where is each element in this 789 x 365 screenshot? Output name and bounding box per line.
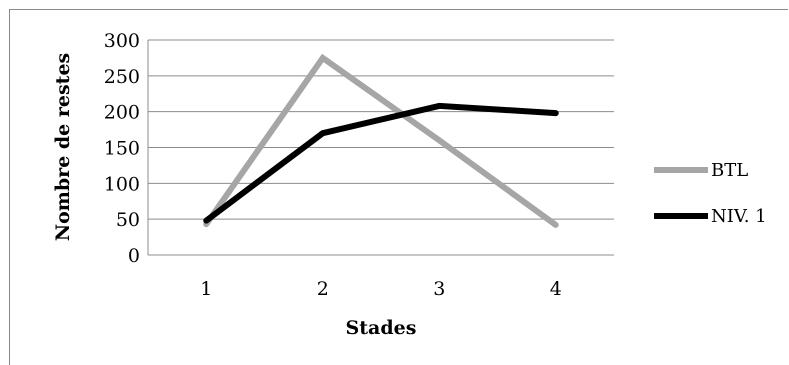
series-lines [203, 53, 559, 228]
x-tick-label: 2 [317, 278, 329, 300]
x-axis-title: Stades [346, 317, 417, 339]
x-axis-ticks: 1 2 3 4 [200, 278, 562, 300]
series-line-niv1 [203, 102, 559, 224]
gridlines [147, 39, 614, 256]
legend-label: BTL [711, 160, 748, 181]
chart-frame [9, 9, 788, 365]
y-tick-label: 100 [104, 173, 140, 195]
y-tick-label: 0 [128, 245, 140, 267]
legend: BTL NIV. 1 [654, 160, 767, 227]
legend-label: NIV. 1 [711, 206, 767, 227]
y-tick-label: 150 [104, 138, 140, 160]
y-tick-label: 50 [116, 209, 140, 231]
series-line-btl [203, 53, 559, 228]
y-tick-label: 250 [104, 66, 140, 88]
y-axis-ticks: 0 50 100 150 200 250 300 [104, 30, 140, 267]
y-tick-label: 200 [104, 102, 140, 124]
x-tick-label: 4 [550, 278, 562, 300]
y-tick-label: 300 [104, 30, 140, 52]
x-tick-label: 3 [433, 278, 445, 300]
y-axis-title: Nombre de restes [52, 53, 74, 242]
x-tick-label: 1 [200, 278, 212, 300]
